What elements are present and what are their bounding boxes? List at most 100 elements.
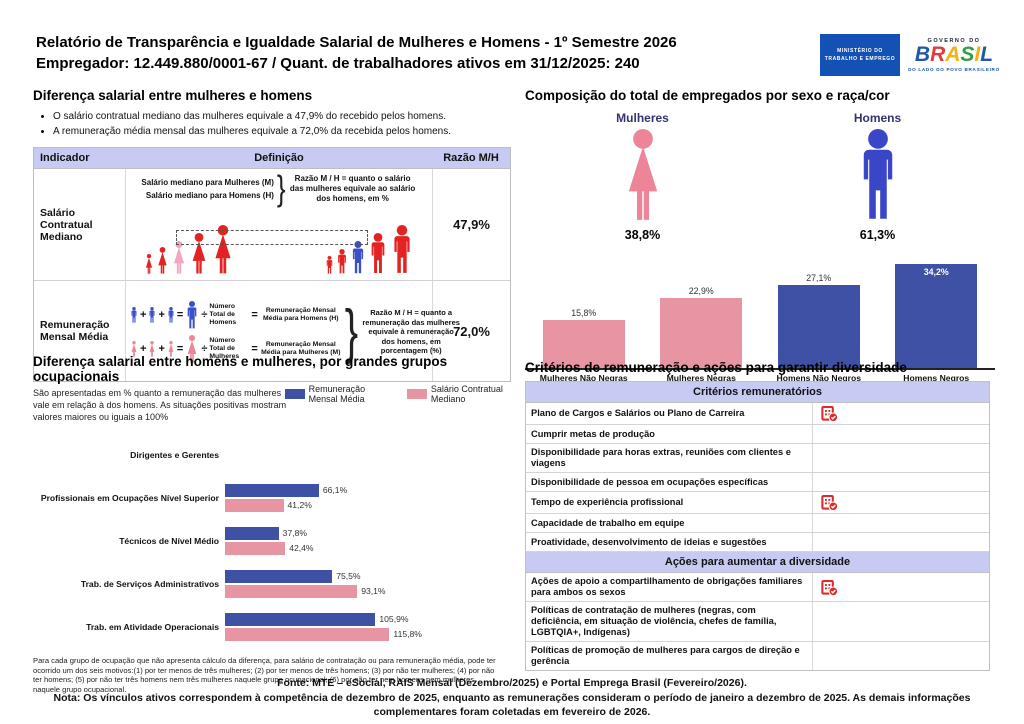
gov-top-text: GOVERNO DO (927, 38, 981, 44)
criteria-row: Políticas de promoção de mulheres para c… (526, 642, 989, 670)
brasil-letter: I (974, 43, 981, 66)
occupation-bars: 66,1% 41,2% (225, 483, 513, 512)
bar-value-label: 15,8% (571, 307, 597, 318)
legend-label: Remuneração Mensal Média (308, 384, 366, 404)
section-criteria: Critérios de remuneração e ações para ga… (525, 360, 990, 671)
mte-logo-text: Ministério do Trabalho e Emprego (824, 47, 896, 63)
mte-logo: Ministério do Trabalho e Emprego (820, 34, 900, 76)
women-composition: Mulheres 38,8% (558, 111, 728, 242)
chart-legend: Remuneração Mensal Média Salário Contratu… (285, 384, 513, 404)
def-line-women: Salário mediano para Mulheres (M) (141, 177, 274, 187)
ratio-note: Razão M / H = quanto o salário das mulhe… (289, 173, 416, 203)
bar-value-label: 75,5% (336, 571, 361, 581)
source-line: Fonte: MTE – eSocial, RAIS Mensal (Dezem… (277, 677, 747, 689)
occupation-row: Profissionais em Ocupações Nível Superio… (33, 476, 513, 519)
bar-line: 105,9% (225, 612, 513, 626)
col-definicao: Definição (254, 152, 304, 164)
bar (225, 526, 279, 540)
criteria-row: Proatividade, desenvolvimento de ideias … (526, 533, 989, 552)
bar-value-label: 105,9% (379, 614, 409, 624)
criteria-check-cell (813, 403, 989, 424)
logos: Ministério do Trabalho e Emprego GOVERNO… (820, 34, 1000, 76)
criteria-check-cell (813, 514, 989, 532)
bar (225, 612, 376, 626)
report-header: Relatório de Transparência e Igualdade S… (36, 32, 816, 74)
equals-sign: = (176, 309, 184, 321)
legend-item: Salário Contratual Mediano (407, 384, 513, 404)
women-result-label: Remuneração Mensal Média para Mulheres (… (261, 341, 341, 356)
occupation-label: Dirigentes e Gerentes (130, 449, 219, 460)
bar-value-label: 22,9% (688, 286, 714, 297)
brasil-letter: B (914, 43, 931, 66)
women-percentage: 38,8% (624, 228, 661, 242)
criteria-title: Critérios de remuneração e ações para ga… (525, 360, 907, 375)
divide-sign: ÷ (201, 309, 208, 321)
building-check-icon (821, 405, 839, 422)
bar (225, 541, 286, 555)
occupation-label: Profissionais em Ocupações Nível Superio… (40, 492, 219, 503)
section-salary-gap: Diferença salarial entre mulheres e home… (33, 88, 511, 382)
bar-value-label: 42,4% (289, 543, 314, 553)
man-silhouette-icon (368, 233, 388, 274)
composition-chart-bars: 15,8% 22,9% 27,1% 34,2% (525, 252, 995, 370)
bar-line: 37,8% (225, 526, 513, 540)
man-silhouette-icon (167, 307, 175, 323)
criteria-check-cell (813, 642, 989, 670)
category-label: Mulheres Negras (666, 373, 736, 383)
bullet-mean-remuneration: A remuneração média mensal das mulheres … (53, 124, 511, 139)
legend-item: Remuneração Mensal Média (285, 384, 395, 404)
criteria-label: Políticas de contratação de mulheres (ne… (526, 602, 814, 641)
governo-brasil-logo: GOVERNO DO BRASIL DO LADO DO POVO BRASIL… (908, 38, 1000, 72)
bar-line: 41,2% (225, 498, 513, 512)
men-label: Homens (853, 111, 902, 125)
criteria-check-cell (813, 533, 989, 551)
brasil-letter: S (960, 43, 975, 66)
equals-sign: = (176, 343, 184, 355)
brasil-letter: A (945, 43, 961, 66)
bar-line: 115,8% (225, 627, 513, 641)
women-average-formula: + + = ÷ Número Total de Mulheres = Remun… (130, 335, 342, 363)
indicator-table-header: Indicador Definição Razão M/H (34, 148, 510, 169)
occupation-bars: 37,8% 42,4% (225, 526, 513, 555)
criteria-label: Cumprir metas de produção (526, 425, 814, 443)
note-line: Nota: Os vínculos ativos correspondem à … (53, 691, 971, 719)
bar-value-label: 34,2% (923, 266, 949, 277)
occupation-bars: 105,9% 115,8% (225, 612, 513, 641)
criteria-row: Plano de Cargos e Salários ou Plano de C… (526, 403, 989, 425)
occupational-footnote: Para cada grupo de ocupação que não apre… (33, 656, 496, 694)
criteria-label: Disponibilidade para horas extras, reuni… (526, 444, 814, 472)
equals-sign: = (251, 343, 258, 355)
criteria-row: Ações de apoio a compartilhamento de obr… (526, 573, 989, 602)
criteria-check-cell (813, 492, 989, 513)
bar-line: 42,4% (225, 541, 513, 555)
criteria-row: Tempo de experiência profissional (526, 492, 989, 514)
ratio-note: Razão M / H = quanto a remuneração das m… (362, 308, 460, 356)
bar (225, 627, 390, 641)
plus-sign: + (158, 309, 165, 321)
woman-silhouette-icon (144, 254, 154, 274)
category-label: Homens Negros (903, 373, 970, 383)
salary-gap-bullets: O salário contratual mediano das mulhere… (43, 109, 511, 139)
definition-cell: Salário mediano para Mulheres (M) Salári… (126, 168, 432, 280)
race-composition-chart: 15,8% 22,9% 27,1% 34,2% Mulheres Não Negras… (525, 252, 995, 383)
criteria-check-cell (813, 444, 989, 472)
bar-line: 66,1% (225, 483, 513, 497)
section-composition: Composição do total de empregados por se… (525, 88, 995, 383)
man-silhouette-icon (336, 249, 348, 274)
ratio-value: 47,9% (432, 169, 510, 280)
bar (660, 298, 743, 368)
occupation-row: Trab. de Serviços Administrativos 75,5% 93… (33, 562, 513, 605)
occupation-row: Dirigentes e Gerentes (33, 433, 513, 476)
criteria-row: Políticas de contratação de mulheres (ne… (526, 602, 989, 642)
brasil-letter: R (930, 43, 946, 66)
equals-sign: = (251, 309, 258, 321)
criteria-row: Disponibilidade para horas extras, reuni… (526, 444, 989, 473)
def-line-men: Salário mediano para Homens (H) (145, 190, 274, 200)
men-divisor-label: Número Total de Homens (209, 303, 237, 326)
women-label: Mulheres (616, 111, 669, 125)
bar: 34,2% (895, 263, 978, 368)
sex-composition-icons: Mulheres 38,8% Homens 61,3% (525, 111, 995, 242)
criteria-label: Tempo de experiência profissional (526, 492, 814, 513)
occupation-label: Trab. em Atividade Operacionais (86, 621, 219, 632)
legend-label: Salário Contratual Mediano (430, 384, 503, 404)
